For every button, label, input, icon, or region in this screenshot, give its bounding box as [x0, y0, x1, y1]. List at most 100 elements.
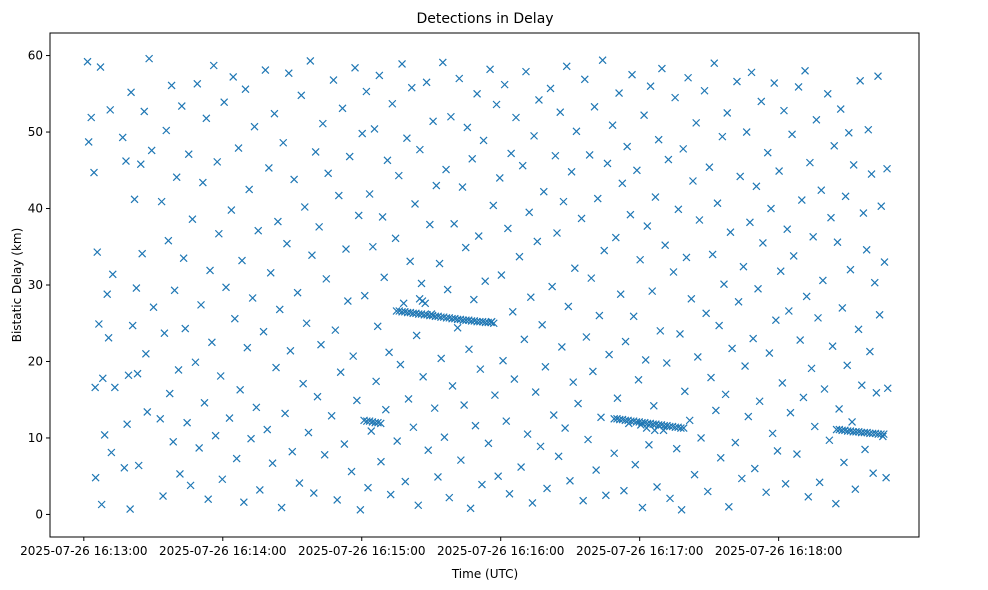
detection-point — [564, 302, 573, 311]
detection-point — [603, 159, 612, 168]
detection-point — [703, 487, 712, 496]
detection-point — [526, 293, 535, 302]
detection-point — [243, 343, 252, 352]
detection-point — [438, 58, 447, 67]
detection-point — [103, 290, 112, 299]
detection-point — [600, 246, 609, 255]
detection-point — [508, 307, 517, 316]
detection-point — [318, 119, 327, 128]
detection-point — [679, 144, 688, 153]
y-axis-label: Bistatic Delay (km) — [10, 228, 24, 343]
detection-point — [503, 224, 512, 233]
detection-point — [746, 218, 754, 227]
detection-point — [588, 367, 597, 376]
detection-point — [268, 459, 277, 468]
detection-point — [608, 121, 617, 130]
detection-point — [401, 477, 410, 486]
detection-point — [562, 62, 571, 71]
detection-point — [741, 362, 749, 370]
detection-point — [817, 186, 826, 195]
detection-point — [827, 213, 835, 222]
detection-point — [632, 166, 641, 175]
detection-point — [567, 167, 576, 176]
detection-point — [415, 145, 424, 154]
detection-point — [539, 187, 548, 196]
detection-point — [865, 429, 874, 438]
detection-point — [736, 172, 745, 181]
detection-point — [342, 245, 350, 253]
detection-point — [615, 89, 623, 97]
detection-point — [393, 437, 402, 445]
y-tick-label: 10 — [28, 431, 43, 445]
detection-point — [394, 171, 403, 180]
detection-point — [771, 316, 780, 325]
detection-point — [370, 125, 379, 133]
detection-point — [585, 151, 594, 159]
detection-point — [362, 87, 371, 96]
detection-point — [611, 233, 620, 242]
detection-point — [515, 252, 524, 261]
detection-point — [715, 321, 724, 330]
detection-point — [598, 56, 607, 65]
detection-point — [520, 335, 529, 344]
detection-point — [867, 170, 876, 179]
detection-point — [443, 285, 452, 294]
detection-point — [181, 324, 190, 333]
detection-point — [383, 156, 392, 165]
detection-point — [157, 197, 166, 206]
detection-point — [218, 475, 227, 484]
detection-point — [776, 267, 785, 276]
detection-point — [566, 476, 574, 485]
detection-point — [870, 278, 879, 287]
detection-point — [347, 467, 356, 476]
detection-point — [770, 79, 779, 88]
detection-point — [308, 251, 316, 260]
detection-point — [376, 419, 385, 428]
detection-point — [254, 226, 263, 235]
detection-point — [672, 444, 681, 453]
detection-point — [840, 458, 848, 467]
y-tick-label: 50 — [28, 125, 43, 139]
detection-point — [349, 352, 358, 361]
detection-point — [862, 245, 871, 254]
detection-point — [731, 438, 740, 447]
detection-point — [662, 359, 671, 367]
detection-point — [317, 340, 325, 349]
detection-point — [320, 450, 329, 459]
y-tick-label: 0 — [35, 507, 43, 521]
detection-point — [409, 423, 418, 432]
detection-point — [336, 368, 345, 377]
detection-point — [453, 323, 462, 332]
detection-point — [476, 365, 485, 374]
detection-point — [466, 504, 475, 513]
detection-point — [255, 486, 264, 494]
detection-point — [664, 155, 673, 164]
y-axis-ticks: 0 10 20 30 40 50 60 — [28, 49, 50, 521]
detection-point — [123, 420, 132, 429]
detection-point — [456, 456, 465, 465]
detection-point — [505, 489, 514, 498]
detection-point — [402, 134, 411, 143]
detection-point — [710, 59, 719, 68]
detection-point — [216, 372, 225, 380]
detection-point — [628, 70, 636, 79]
detection-point — [700, 86, 709, 95]
detection-point — [170, 286, 179, 295]
detection-point — [252, 403, 261, 412]
detection-point — [812, 115, 821, 124]
x-axis-label: Time (UTC) — [451, 567, 518, 581]
detection-point — [96, 63, 105, 71]
detection-point — [656, 326, 665, 335]
detection-point — [386, 490, 395, 499]
detection-point — [179, 254, 188, 263]
detection-point — [132, 284, 141, 292]
detection-point — [784, 307, 793, 315]
detection-point — [610, 449, 619, 458]
detection-point — [272, 363, 280, 372]
detection-point — [198, 178, 207, 187]
detection-point — [597, 413, 605, 422]
detection-point — [459, 316, 468, 325]
detection-point — [512, 113, 520, 122]
detection-point — [183, 418, 192, 427]
detection-point — [642, 424, 651, 432]
